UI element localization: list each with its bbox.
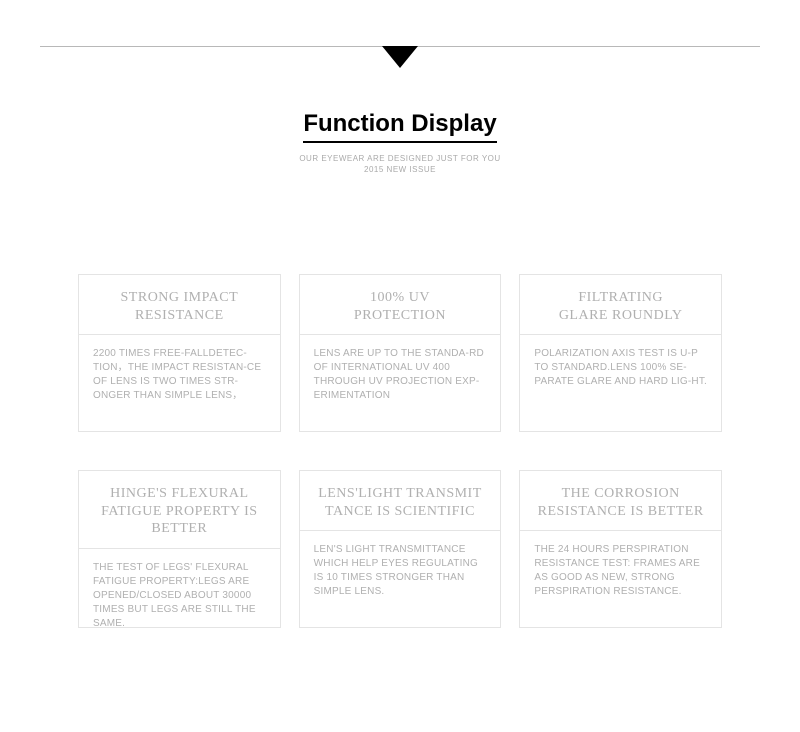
card-divider	[79, 548, 280, 549]
card-divider	[520, 530, 721, 531]
page-subtitle: OUR EYEWEAR ARE DESIGNED JUST FOR YOU 20…	[0, 153, 800, 175]
feature-card-body: LENS ARE UP TO THE STANDA-RD OF INTERNAT…	[314, 347, 487, 403]
feature-grid: STRONG IMPACT RESISTANCE 2200 TIMES FREE…	[78, 274, 722, 628]
feature-card: 100% UV PROTECTION LENS ARE UP TO THE ST…	[299, 274, 502, 432]
feature-card-title: THE CORROSION RESISTANCE IS BETTER	[534, 485, 707, 520]
subtitle-line-2: 2015 NEW ISSUE	[0, 164, 800, 175]
page-title: Function Display	[303, 110, 496, 143]
feature-card-title: LENS'LIGHT TRANSMIT TANCE IS SCIENTIFIC	[314, 485, 487, 520]
feature-card: LENS'LIGHT TRANSMIT TANCE IS SCIENTIFIC …	[299, 470, 502, 628]
feature-card-body: THE TEST OF LEGS' FLEXURAL FATIGUE PROPE…	[93, 561, 266, 631]
feature-card: STRONG IMPACT RESISTANCE 2200 TIMES FREE…	[78, 274, 281, 432]
feature-card-title: STRONG IMPACT RESISTANCE	[93, 289, 266, 324]
feature-card-title: FILTRATING GLARE ROUNDLY	[534, 289, 707, 324]
feature-card-body: LEN'S LIGHT TRANSMITTANCE WHICH HELP EYE…	[314, 543, 487, 599]
feature-card: HINGE'S FLEXURAL FATIGUE PROPERTY IS BET…	[78, 470, 281, 628]
card-divider	[520, 334, 721, 335]
subtitle-line-1: OUR EYEWEAR ARE DESIGNED JUST FOR YOU	[0, 153, 800, 164]
card-divider	[300, 530, 501, 531]
feature-card-title: HINGE'S FLEXURAL FATIGUE PROPERTY IS BET…	[93, 485, 266, 538]
feature-card-body: THE 24 HOURS PERSPIRATION RESISTANCE TES…	[534, 543, 707, 599]
card-divider	[79, 334, 280, 335]
feature-card-body: POLARIZATION AXIS TEST IS U-P TO STANDAR…	[534, 347, 707, 389]
down-triangle-icon	[382, 46, 418, 68]
feature-card-title: 100% UV PROTECTION	[314, 289, 487, 324]
header-section: Function Display OUR EYEWEAR ARE DESIGNE…	[0, 110, 800, 175]
feature-card: FILTRATING GLARE ROUNDLY POLARIZATION AX…	[519, 274, 722, 432]
card-divider	[300, 334, 501, 335]
feature-card-body: 2200 TIMES FREE-FALLDETEC-TION，THE IMPAC…	[93, 347, 266, 403]
feature-card: THE CORROSION RESISTANCE IS BETTER THE 2…	[519, 470, 722, 628]
